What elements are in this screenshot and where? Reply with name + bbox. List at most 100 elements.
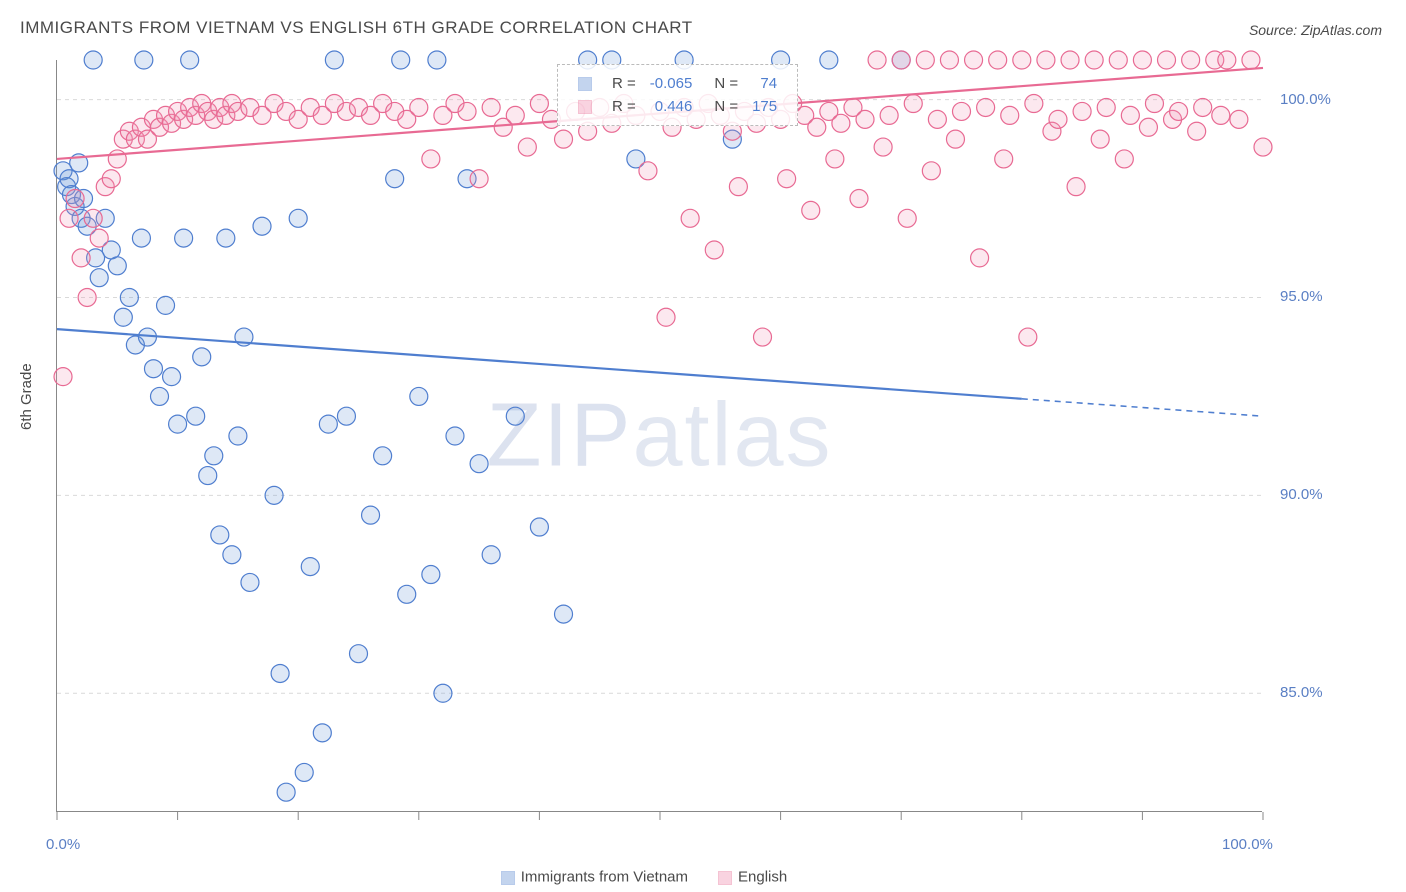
data-point bbox=[90, 229, 108, 247]
legend-swatch bbox=[501, 871, 515, 885]
data-point bbox=[313, 724, 331, 742]
source-label: Source: bbox=[1249, 22, 1297, 38]
correlation-table: R =-0.065N =74R =0.446N =175 bbox=[570, 71, 785, 119]
data-point bbox=[301, 558, 319, 576]
r-label: R = bbox=[606, 73, 642, 94]
data-point bbox=[705, 241, 723, 259]
n-value: 175 bbox=[746, 96, 783, 117]
data-point bbox=[1097, 98, 1115, 116]
data-point bbox=[157, 296, 175, 314]
data-point bbox=[241, 573, 259, 591]
data-point bbox=[120, 288, 138, 306]
data-point bbox=[681, 209, 699, 227]
data-point bbox=[639, 162, 657, 180]
data-point bbox=[826, 150, 844, 168]
source-value: ZipAtlas.com bbox=[1301, 22, 1382, 38]
data-point bbox=[132, 229, 150, 247]
legend-series-name: English bbox=[738, 869, 787, 886]
data-point bbox=[506, 106, 524, 124]
data-point bbox=[60, 170, 78, 188]
data-point bbox=[1061, 51, 1079, 69]
n-label: N = bbox=[700, 96, 744, 117]
data-point bbox=[1025, 95, 1043, 113]
data-point bbox=[199, 467, 217, 485]
x-tick-label: 100.0% bbox=[1222, 836, 1273, 853]
correlation-row: R =0.446N =175 bbox=[572, 96, 783, 117]
data-point bbox=[135, 51, 153, 69]
data-point bbox=[398, 585, 416, 603]
legend-swatch bbox=[578, 77, 592, 91]
data-point bbox=[1013, 51, 1031, 69]
data-point bbox=[1188, 122, 1206, 140]
data-point bbox=[325, 51, 343, 69]
data-point bbox=[446, 427, 464, 445]
data-point bbox=[470, 170, 488, 188]
data-point bbox=[422, 566, 440, 584]
data-point bbox=[229, 427, 247, 445]
data-point bbox=[820, 51, 838, 69]
data-point bbox=[1139, 118, 1157, 136]
y-tick-label: 95.0% bbox=[1280, 288, 1323, 305]
data-point bbox=[1170, 102, 1188, 120]
data-point bbox=[1115, 150, 1133, 168]
data-point bbox=[175, 229, 193, 247]
data-point bbox=[922, 162, 940, 180]
correlation-row: R =-0.065N =74 bbox=[572, 73, 783, 94]
data-point bbox=[1001, 106, 1019, 124]
data-point bbox=[277, 783, 295, 801]
bottom-legend-item: Immigrants from Vietnam bbox=[501, 868, 688, 885]
data-point bbox=[940, 51, 958, 69]
bottom-legend: Immigrants from Vietnam English bbox=[56, 868, 1262, 886]
r-value: 0.446 bbox=[644, 96, 699, 117]
data-point bbox=[169, 415, 187, 433]
legend-series-name: Immigrants from Vietnam bbox=[521, 869, 688, 886]
data-point bbox=[1073, 102, 1091, 120]
data-point bbox=[482, 546, 500, 564]
data-point bbox=[211, 526, 229, 544]
data-point bbox=[54, 368, 72, 386]
plot-svg bbox=[57, 60, 1263, 812]
data-point bbox=[386, 170, 404, 188]
data-point bbox=[410, 98, 428, 116]
data-point bbox=[868, 51, 886, 69]
data-point bbox=[1145, 95, 1163, 113]
data-point bbox=[1254, 138, 1272, 156]
y-tick-label: 90.0% bbox=[1280, 486, 1323, 503]
data-point bbox=[1242, 51, 1260, 69]
data-point bbox=[518, 138, 536, 156]
x-tick-label: 0.0% bbox=[46, 836, 80, 853]
data-point bbox=[657, 308, 675, 326]
data-point bbox=[1194, 98, 1212, 116]
data-point bbox=[271, 664, 289, 682]
data-point bbox=[989, 51, 1007, 69]
data-point bbox=[1019, 328, 1037, 346]
data-point bbox=[253, 217, 271, 235]
legend-swatch bbox=[718, 871, 732, 885]
r-value: -0.065 bbox=[644, 73, 699, 94]
data-point bbox=[90, 269, 108, 287]
data-point bbox=[1109, 51, 1127, 69]
data-point bbox=[482, 98, 500, 116]
data-point bbox=[850, 190, 868, 208]
data-point bbox=[84, 209, 102, 227]
data-point bbox=[778, 170, 796, 188]
correlation-legend-box: R =-0.065N =74R =0.446N =175 bbox=[557, 64, 798, 126]
data-point bbox=[458, 102, 476, 120]
data-point bbox=[434, 684, 452, 702]
data-point bbox=[1133, 51, 1151, 69]
data-point bbox=[555, 130, 573, 148]
y-axis-label: 6th Grade bbox=[18, 363, 35, 430]
data-point bbox=[1158, 51, 1176, 69]
data-point bbox=[953, 102, 971, 120]
data-point bbox=[151, 387, 169, 405]
data-point bbox=[1067, 178, 1085, 196]
data-point bbox=[904, 95, 922, 113]
data-point bbox=[163, 368, 181, 386]
data-point bbox=[1230, 110, 1248, 128]
data-point bbox=[114, 308, 132, 326]
legend-swatch bbox=[578, 100, 592, 114]
data-point bbox=[289, 209, 307, 227]
data-point bbox=[108, 257, 126, 275]
data-point bbox=[108, 150, 126, 168]
data-point bbox=[530, 518, 548, 536]
